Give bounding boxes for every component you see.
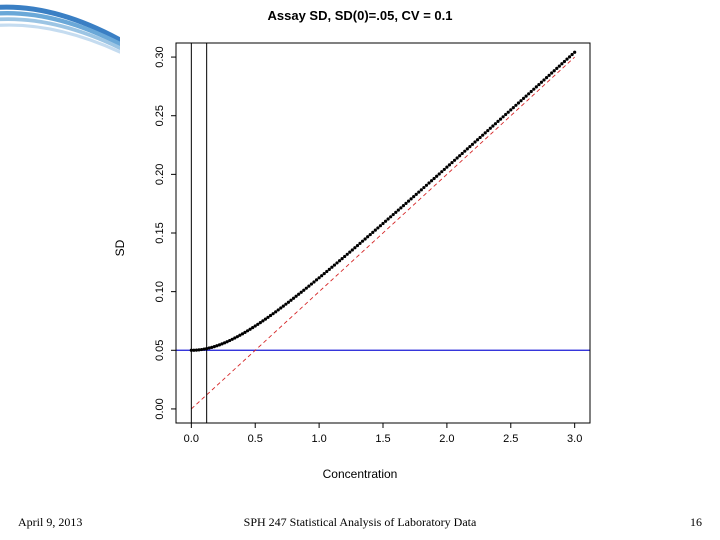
slide-footer: April 9, 2013 SPH 247 Statistical Analys… <box>0 510 720 530</box>
svg-text:0.20: 0.20 <box>154 164 166 185</box>
svg-text:0.00: 0.00 <box>154 398 166 419</box>
y-axis-label: SD <box>113 240 127 257</box>
svg-text:1.5: 1.5 <box>375 433 390 445</box>
svg-text:0.10: 0.10 <box>154 281 166 302</box>
footer-title: SPH 247 Statistical Analysis of Laborato… <box>0 515 720 530</box>
svg-text:0.5: 0.5 <box>248 433 263 445</box>
chart-container: Assay SD, SD(0)=.05, CV = 0.1 SD 0.00.51… <box>120 8 600 498</box>
corner-swoosh <box>0 0 120 60</box>
svg-text:2.0: 2.0 <box>439 433 454 445</box>
svg-text:0.05: 0.05 <box>154 340 166 361</box>
svg-text:0.30: 0.30 <box>154 46 166 67</box>
footer-page-number: 16 <box>690 515 702 530</box>
svg-text:0.0: 0.0 <box>184 433 199 445</box>
svg-text:0.25: 0.25 <box>154 105 166 126</box>
plot-area: SD 0.00.51.01.52.02.53.00.000.050.100.15… <box>120 33 600 463</box>
svg-text:3.0: 3.0 <box>567 433 582 445</box>
svg-text:2.5: 2.5 <box>503 433 518 445</box>
chart-title: Assay SD, SD(0)=.05, CV = 0.1 <box>120 8 600 33</box>
plot-svg: 0.0 0.5 1.0 1.5 2.0 2.5 3.0 0.00 0.05 0.10 0.15 0.2… <box>120 33 600 463</box>
x-axis-label: Concentration <box>120 467 600 481</box>
svg-text:0.15: 0.15 <box>154 222 166 243</box>
svg-text:1.0: 1.0 <box>311 433 326 445</box>
